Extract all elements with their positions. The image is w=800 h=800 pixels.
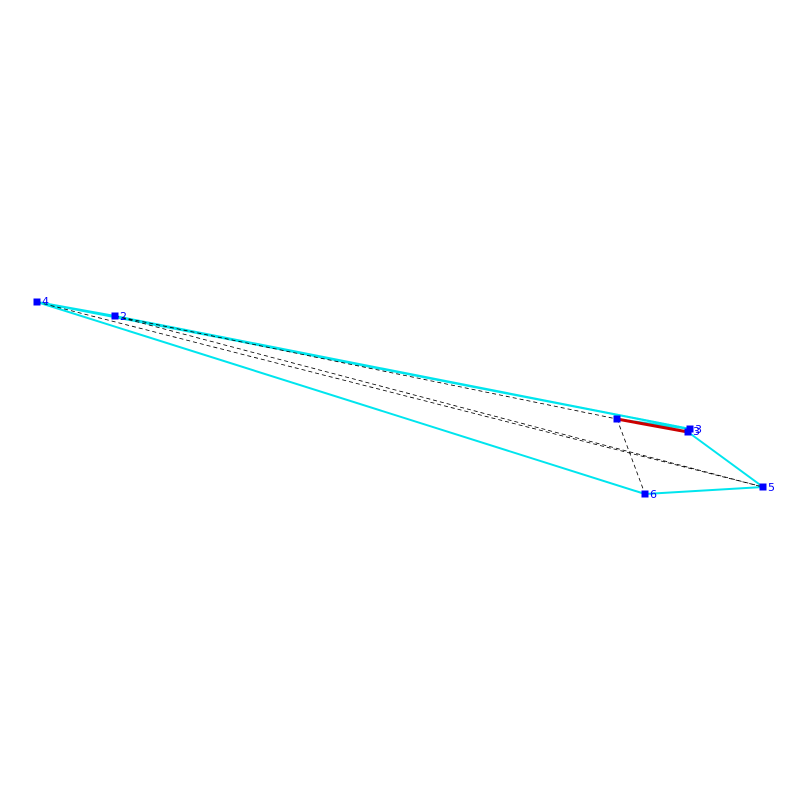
hull-edges [36,301,764,495]
hull-edge-v3b-v5 [687,431,764,488]
vertices [33,298,767,498]
vertex-label-v5: 5 [768,481,775,494]
vertex-label-v2: 2 [120,310,127,323]
dashed-edge-v2-v1 [114,315,618,420]
vertex-label-v4: 4 [42,295,49,308]
vertex-label-v3b: 3 [693,425,700,438]
vertex-marker-v5 [759,483,767,491]
vertex-marker-v3b [684,428,692,436]
dashed-edge-v1-v6 [616,418,646,495]
dashed-edges [36,301,764,495]
hull-edge-v4-v6 [36,301,646,495]
dashed-edge-v2-v5 [114,315,764,488]
vertex-label-v3a: 3 [695,423,702,436]
dashed-edge-v4-v5 [36,301,764,488]
highlight-edges [616,417,689,434]
vertex-label-v6: 6 [650,488,657,501]
vertex-marker-v4 [33,298,41,306]
highlight-edge-v1-v3b [616,417,689,434]
hull-edge-v4-v3a [36,301,691,430]
vertex-marker-v6 [641,490,649,498]
vertex-marker-v1 [613,415,621,423]
hull-edge-v5-v6 [644,486,764,495]
vertex-marker-v2 [111,312,119,320]
